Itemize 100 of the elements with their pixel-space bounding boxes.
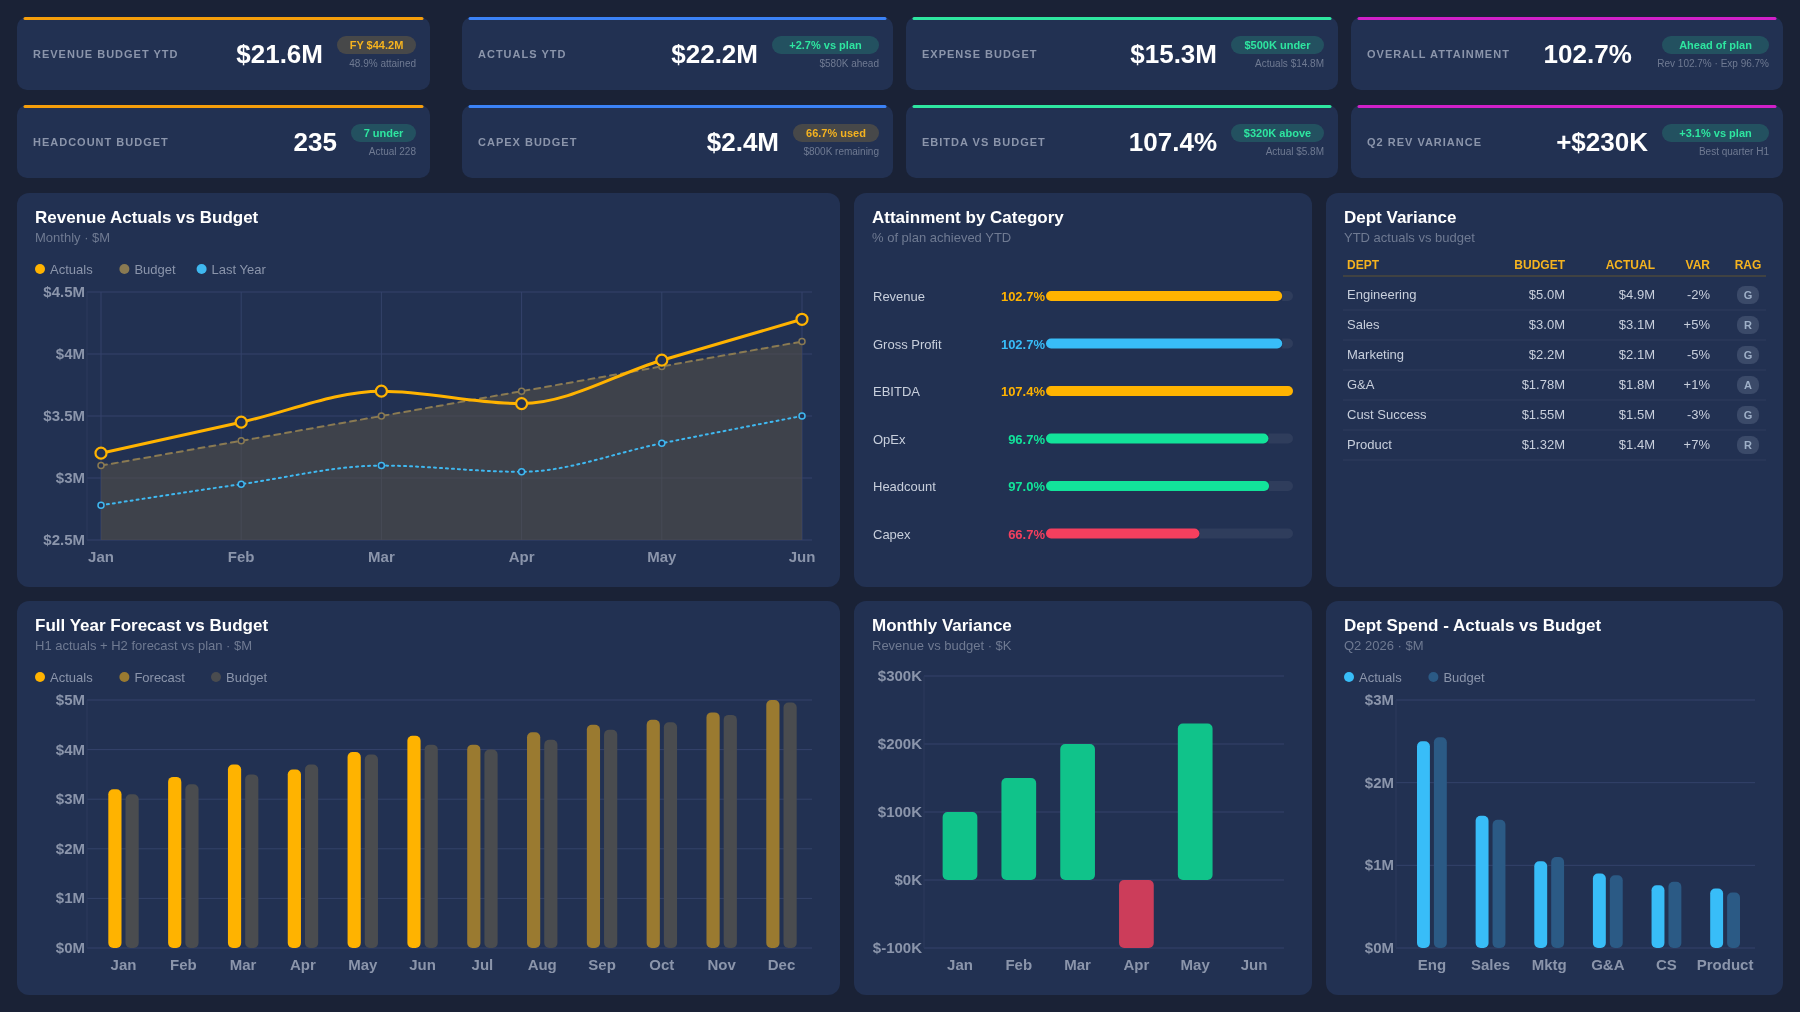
text: $5.0M bbox=[1528, 287, 1565, 302]
text: $320K above bbox=[1243, 127, 1312, 139]
legend-label: Budget bbox=[226, 669, 268, 685]
x-tick-label: May bbox=[1180, 956, 1211, 973]
text: $580K ahead bbox=[819, 58, 879, 69]
y-tick-label: $3M bbox=[55, 469, 85, 486]
text: 48.9% attained bbox=[349, 58, 416, 69]
text: +3.1% vs plan bbox=[1679, 127, 1752, 139]
text: G bbox=[1743, 289, 1753, 301]
text: G bbox=[1743, 349, 1753, 361]
text: Rev 102.7% · Exp 96.7% bbox=[1657, 58, 1770, 69]
text: Actuals $14.8M bbox=[1255, 58, 1324, 69]
chart-title: Monthly Variance bbox=[872, 616, 1012, 635]
chart-subtitle: Monthly · $M bbox=[35, 230, 111, 245]
x-tick-label: Jan bbox=[947, 956, 973, 973]
text: $4.9M bbox=[1618, 287, 1655, 302]
y-tick-label: $1M bbox=[55, 889, 85, 907]
category-label: G&A bbox=[1347, 377, 1375, 392]
y-tick-label: OpEx bbox=[873, 431, 907, 447]
x-tick-label: G&A bbox=[1591, 956, 1625, 973]
text: EXPENSE BUDGET bbox=[922, 47, 1038, 60]
chart-title: Full Year Forecast vs Budget bbox=[35, 616, 269, 635]
text: 107.4% bbox=[1128, 126, 1217, 157]
text: Actual 228 bbox=[368, 146, 417, 157]
y-tick-label: $-100K bbox=[872, 939, 923, 956]
text: $500K under bbox=[1244, 39, 1312, 51]
text: CAPEX BUDGET bbox=[478, 135, 578, 148]
x-tick-label: Jun bbox=[1240, 956, 1268, 973]
text: 66.7% used bbox=[806, 127, 866, 139]
y-tick-label: $0M bbox=[1364, 939, 1394, 956]
category-label: ACTUAL bbox=[1605, 258, 1655, 272]
text: ACTUALS YTD bbox=[478, 47, 567, 60]
y-tick-label: $5M bbox=[55, 691, 85, 708]
data-label: 102.7% bbox=[1000, 336, 1046, 352]
data-label: 107.4% bbox=[1000, 384, 1046, 399]
x-tick-label: Oct bbox=[649, 956, 675, 973]
text: $1.78M bbox=[1521, 377, 1565, 392]
y-tick-label: Capex bbox=[873, 526, 912, 542]
x-tick-label: Dec bbox=[767, 956, 796, 973]
text: $22.2M bbox=[671, 38, 758, 69]
legend-label: Last Year bbox=[211, 261, 267, 277]
text: $1.8M bbox=[1618, 377, 1655, 392]
x-tick-label: Aug bbox=[527, 956, 557, 973]
y-tick-label: $2M bbox=[1364, 773, 1394, 791]
text: $1.55M bbox=[1521, 407, 1565, 422]
text: +1% bbox=[1683, 377, 1710, 392]
x-tick-label: Feb bbox=[1005, 956, 1033, 973]
legend-label: Actuals bbox=[50, 261, 94, 277]
x-tick-label: Apr bbox=[290, 956, 317, 973]
text: Actual $5.8M bbox=[1265, 146, 1324, 157]
text: 235 bbox=[293, 126, 337, 157]
y-tick-label: $4M bbox=[55, 345, 85, 362]
category-label: Engineering bbox=[1347, 287, 1417, 302]
x-tick-label: Jun bbox=[788, 548, 816, 565]
y-tick-label: Gross Profit bbox=[873, 336, 943, 352]
x-tick-label: Mar bbox=[368, 548, 395, 565]
text: R bbox=[1744, 319, 1752, 331]
category-label: Marketing bbox=[1347, 347, 1405, 362]
x-tick-label: Mktg bbox=[1531, 956, 1567, 973]
x-tick-label: May bbox=[348, 956, 379, 973]
y-tick-label: $3.5M bbox=[43, 407, 85, 424]
category-label: Cust Success bbox=[1347, 407, 1427, 422]
x-tick-label: Mar bbox=[1064, 956, 1092, 973]
text: 7 under bbox=[363, 127, 405, 139]
category-label: RAG bbox=[1734, 258, 1762, 272]
legend-label: Actuals bbox=[50, 669, 94, 685]
text: $2.1M bbox=[1618, 347, 1655, 362]
x-tick-label: CS bbox=[1656, 956, 1677, 973]
legend-label: Budget bbox=[134, 261, 176, 277]
text: -5% bbox=[1686, 347, 1710, 362]
text: FY $44.2M bbox=[349, 39, 404, 51]
text: $1.5M bbox=[1618, 407, 1655, 422]
legend-label: Forecast bbox=[134, 669, 186, 685]
x-tick-label: Apr bbox=[508, 548, 535, 565]
text: $21.6M bbox=[236, 38, 323, 69]
x-tick-label: Jan bbox=[88, 548, 114, 565]
text: +2.7% vs plan bbox=[789, 39, 862, 51]
chart-title: Dept Spend - Actuals vs Budget bbox=[1344, 616, 1602, 635]
y-tick-label: Revenue bbox=[873, 289, 926, 304]
text: Q2 REV VARIANCE bbox=[1367, 135, 1483, 148]
chart-subtitle: H1 actuals + H2 forecast vs plan · $M bbox=[35, 638, 253, 653]
y-tick-label: $300K bbox=[877, 667, 923, 684]
data-label: 66.7% bbox=[1008, 526, 1046, 542]
text: EBITDA VS BUDGET bbox=[922, 135, 1046, 148]
x-tick-label: May bbox=[647, 548, 678, 565]
text: Ahead of plan bbox=[1679, 39, 1753, 51]
y-tick-label: $1M bbox=[1364, 856, 1394, 874]
text: % of plan achieved YTD bbox=[872, 230, 1012, 245]
data-label: 102.7% bbox=[1000, 289, 1046, 304]
y-tick-label: $2M bbox=[55, 839, 85, 857]
text: REVENUE BUDGET YTD bbox=[33, 47, 179, 60]
text: 102.7% bbox=[1543, 38, 1632, 69]
text: $2.4M bbox=[706, 126, 779, 157]
data-label: 96.7% bbox=[1008, 431, 1046, 447]
text: -2% bbox=[1686, 287, 1710, 302]
y-tick-label: $2.5M bbox=[43, 531, 85, 548]
text: G bbox=[1743, 409, 1753, 421]
x-tick-label: Nov bbox=[707, 956, 737, 973]
text: $1.4M bbox=[1618, 437, 1655, 452]
data-label: 97.0% bbox=[1008, 479, 1046, 494]
